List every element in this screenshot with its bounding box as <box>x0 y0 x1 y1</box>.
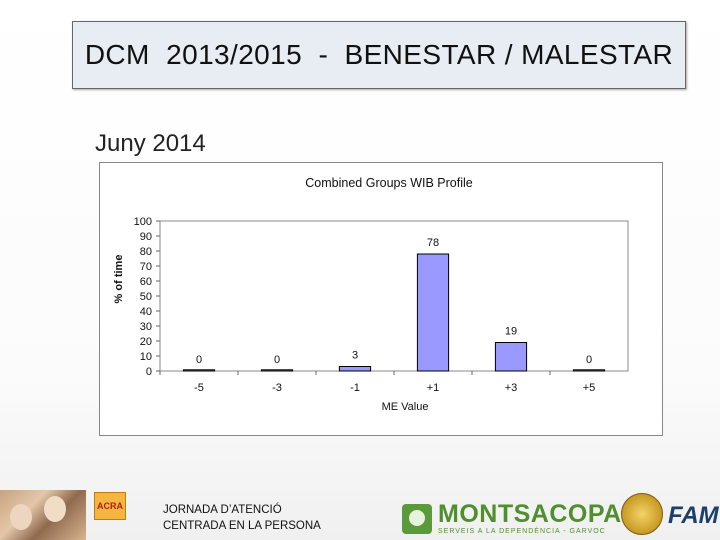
data-label: 0 <box>196 354 202 366</box>
fam-logo: FAM <box>668 502 719 529</box>
x-tick-label: -3 <box>272 382 282 394</box>
gold-seal-icon <box>621 493 663 535</box>
montsacopa-brand: MONTSACOPA <box>438 500 622 528</box>
bar <box>494 342 528 372</box>
y-tick-label: 70 <box>140 261 152 273</box>
event-caption: JORNADA D’ATENCIÓ CENTRADA EN LA PERSONA <box>163 502 321 534</box>
person-face <box>44 496 66 522</box>
data-label: 0 <box>274 354 280 366</box>
chart-area: Combined Groups WIB Profile ME Value % o… <box>99 162 663 436</box>
slide-subtitle: Juny 2014 <box>95 130 206 157</box>
data-label: 3 <box>352 350 358 362</box>
bar <box>182 369 216 372</box>
y-tick-label: 0 <box>146 366 152 378</box>
montsacopa-logo: MONTSACOPA SERVEIS A LA DEPENDÈNCIA - GA… <box>400 500 621 540</box>
data-label: 0 <box>586 354 592 366</box>
acra-logo: ACRA <box>94 492 126 520</box>
slide-title: DCM 2013/2015 - BENESTAR / MALESTAR <box>84 39 674 70</box>
data-label: 19 <box>505 326 517 338</box>
event-caption-line2: CENTRADA EN LA PERSONA <box>163 520 321 532</box>
bar-chart: Combined Groups WIB Profile ME Value % o… <box>113 176 629 413</box>
caregivers-photo <box>0 490 86 540</box>
y-axis-label: % of time <box>113 255 125 304</box>
montsacopa-icon <box>402 504 432 534</box>
x-tick-label: +5 <box>583 382 596 394</box>
plot-frame <box>159 220 629 372</box>
bar <box>338 366 372 372</box>
bar <box>260 369 294 372</box>
event-caption-line1: JORNADA D’ATENCIÓ <box>163 504 282 516</box>
bar <box>416 253 450 372</box>
footer: ACRA JORNADA D’ATENCIÓ CENTRADA EN LA PE… <box>0 488 720 540</box>
person-face <box>10 504 32 530</box>
y-tick-label: 10 <box>140 351 152 363</box>
y-tick-label: 60 <box>140 276 152 288</box>
x-tick-label: +3 <box>505 382 518 394</box>
y-tick-label: 40 <box>140 306 152 318</box>
y-tick-label: 80 <box>140 246 152 258</box>
y-tick-label: 50 <box>140 291 152 303</box>
y-tick-label: 30 <box>140 321 152 333</box>
x-axis-label: ME Value <box>382 401 429 413</box>
y-tick-label: 90 <box>140 231 152 243</box>
x-tick-label: -1 <box>350 382 360 394</box>
bar <box>572 369 606 372</box>
x-tick-label: -5 <box>194 382 204 394</box>
montsacopa-tagline: SERVEIS A LA DEPENDÈNCIA - GARVOC <box>438 528 606 535</box>
x-tick-label: +1 <box>427 382 440 394</box>
slide-title-box: DCM 2013/2015 - BENESTAR / MALESTAR <box>72 21 686 89</box>
chart-title: Combined Groups WIB Profile <box>305 176 472 190</box>
data-label: 78 <box>427 237 439 249</box>
y-tick-label: 20 <box>140 336 152 348</box>
y-tick-label: 100 <box>134 216 152 228</box>
